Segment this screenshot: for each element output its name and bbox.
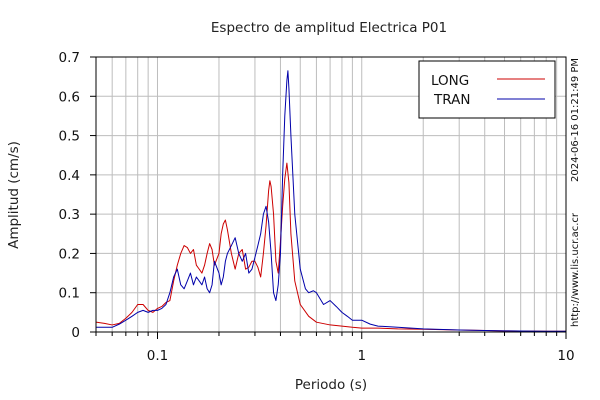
y-tick-label: 0.1	[59, 286, 80, 302]
legend: LONG TRAN	[418, 60, 556, 119]
y-axis-label: Amplitud (cm/s)	[6, 141, 22, 249]
legend-label-tran: TRAN	[433, 92, 470, 108]
series-layer	[95, 70, 566, 332]
ticks	[90, 56, 567, 339]
y-tick-label: 0.2	[59, 246, 80, 262]
x-tick-label: 1	[357, 348, 366, 364]
x-tick-label: 10	[557, 348, 574, 364]
y-tick-label: 0.5	[59, 129, 80, 145]
y-tick-label: 0.6	[59, 89, 80, 105]
tick-labels: 0 0.1 0.2 0.3 0.4 0.5 0.6 0.7 0.1 1 10	[59, 50, 575, 364]
y-tick-label: 0.7	[59, 50, 80, 66]
grid	[95, 56, 567, 333]
plot-frame	[95, 56, 567, 333]
legend-label-long: LONG	[431, 73, 469, 89]
y-tick-label: 0.4	[59, 168, 80, 184]
timestamp-text: 2024-06-16 01:21:49 PM	[570, 58, 581, 182]
y-tick-label: 0.3	[59, 207, 80, 223]
chart-title: Espectro de amplitud Electrica P01	[211, 20, 447, 36]
x-tick-label: 0.1	[147, 348, 168, 364]
x-axis-label: Periodo (s)	[295, 377, 367, 393]
source-url-text: http://www.lis.ucr.ac.cr	[570, 212, 581, 327]
legend-box	[418, 60, 556, 119]
y-tick-label: 0	[71, 325, 80, 341]
series-line-tran	[96, 70, 566, 332]
